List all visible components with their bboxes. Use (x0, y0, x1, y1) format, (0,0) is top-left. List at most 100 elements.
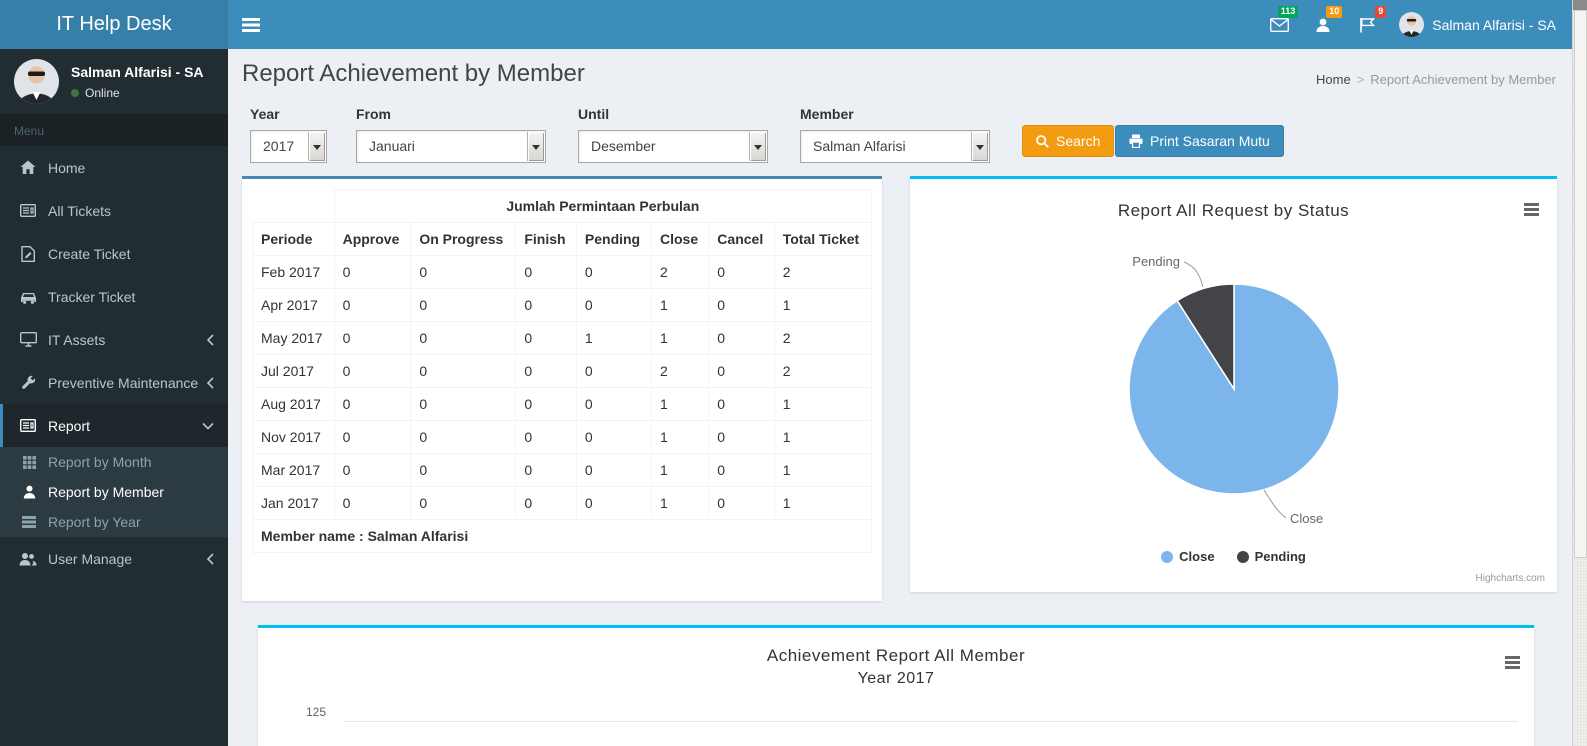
sidebar-item-all-tickets[interactable]: All Tickets (0, 189, 228, 232)
dropdown-arrow-icon[interactable] (308, 132, 325, 161)
chart-context-menu-button[interactable] (1505, 656, 1520, 671)
value-cell: 1 (575, 321, 652, 355)
sidebar-item-preventive-maintenance[interactable]: Preventive Maintenance (0, 361, 228, 404)
sidebar-item-it-assets[interactable]: IT Assets (0, 318, 228, 361)
breadcrumb-home-link[interactable]: Home (1316, 72, 1351, 87)
table-row: Nov 2017 0 0 0 0 1 0 1 (252, 420, 873, 454)
grid-icon (20, 455, 38, 469)
value-cell: 0 (708, 486, 775, 520)
column-header: Cancel (708, 222, 775, 256)
value-cell: 0 (708, 354, 775, 388)
value-cell: 0 (333, 321, 412, 355)
value-cell: 0 (333, 354, 412, 388)
dropdown-arrow-icon[interactable] (749, 132, 766, 161)
sidebar-item-report[interactable]: Report (0, 404, 228, 447)
until-select[interactable]: Desember (578, 130, 768, 163)
search-button[interactable]: Search (1022, 125, 1115, 157)
member-value: Salman Alfarisi (813, 138, 906, 154)
tasks-menu[interactable]: 9 (1345, 0, 1389, 49)
sidebar-item-label: Report by Month (48, 454, 152, 470)
value-cell: 0 (575, 255, 652, 289)
sidebar-item-report-by-month[interactable]: Report by Month (0, 447, 228, 477)
value-cell: 0 (708, 420, 775, 454)
table-corner-cell (252, 189, 335, 223)
value-cell: 0 (333, 387, 412, 421)
search-button-label: Search (1056, 133, 1101, 149)
legend-dot-pending (1236, 550, 1249, 563)
value-cell: 0 (515, 420, 577, 454)
legend-item-close[interactable]: Close (1161, 549, 1215, 564)
column-header: Total Ticket (773, 222, 873, 256)
column-header: Finish (515, 222, 577, 256)
periode-cell: Jan 2017 (252, 486, 335, 520)
sidebar-avatar (14, 59, 59, 104)
sidebar-user-status[interactable]: Online (71, 86, 204, 100)
table-row: Mar 2017 0 0 0 0 1 0 1 (252, 453, 873, 487)
sidebar-item-label: Report (48, 417, 91, 434)
desktop-icon (18, 332, 38, 347)
scrollbar-up-button[interactable] (1573, 0, 1587, 10)
sidebar-item-report-by-year[interactable]: Report by Year (0, 507, 228, 537)
sidebar-item-user-manage[interactable]: User Manage (0, 537, 228, 580)
column-header: On Progress (410, 222, 517, 256)
sidebar-item-tracker-ticket[interactable]: Tracker Ticket (0, 275, 228, 318)
achievement-chart-title: Achievement Report All Member (766, 646, 1026, 665)
close-label-connector (1263, 489, 1287, 519)
year-select[interactable]: 2017 (250, 130, 327, 163)
filter-from: From Januari (356, 106, 546, 163)
achievement-chart-subtitle: Year 2017 (857, 670, 935, 687)
value-cell: 0 (515, 255, 577, 289)
user-menu[interactable]: Salman Alfarisi - SA (1389, 0, 1566, 49)
sidebar-item-label: All Tickets (48, 202, 112, 219)
messages-menu[interactable]: 113 (1257, 0, 1301, 49)
pie-chart-title: Report All Request by Status (1117, 201, 1350, 220)
sidebar-item-create-ticket[interactable]: Create Ticket (0, 232, 228, 275)
pie-slice-pending[interactable] (1176, 283, 1235, 392)
value-cell: 2 (773, 255, 873, 289)
monthly-request-panel: Jumlah Permintaan Perbulan Periode Appro… (242, 176, 882, 601)
person-icon (1316, 18, 1330, 32)
from-select[interactable]: Januari (356, 130, 546, 163)
legend-dot-close (1161, 550, 1174, 563)
highcharts-credit[interactable]: Highcharts.com (1475, 573, 1545, 584)
wrench-icon (18, 375, 38, 390)
legend-item-pending[interactable]: Pending (1236, 549, 1306, 564)
value-cell: 1 (773, 453, 873, 487)
from-label: From (356, 106, 391, 122)
value-cell: 1 (650, 420, 710, 454)
messages-badge: 113 (1277, 6, 1299, 18)
status-pie-chart: Pending Close (1128, 254, 1340, 526)
vertical-scrollbar[interactable] (1572, 0, 1587, 746)
sidebar-item-home[interactable]: Home (0, 146, 228, 189)
periode-cell: Mar 2017 (252, 453, 335, 487)
value-cell: 0 (708, 387, 775, 421)
year-value: 2017 (263, 138, 295, 154)
value-cell: 0 (333, 420, 412, 454)
value-cell: 0 (515, 453, 577, 487)
member-select[interactable]: Salman Alfarisi (800, 130, 990, 163)
sidebar-item-label: IT Assets (48, 331, 106, 348)
dropdown-arrow-icon[interactable] (527, 132, 544, 161)
value-cell: 0 (410, 387, 517, 421)
scrollbar-thumb[interactable] (1574, 10, 1587, 558)
brand-logo[interactable]: IT Help Desk (0, 0, 228, 49)
hamburger-icon (241, 17, 260, 32)
value-cell: 0 (575, 486, 652, 520)
value-cell: 0 (575, 420, 652, 454)
dropdown-arrow-icon[interactable] (971, 132, 988, 161)
print-sasaran-mutu-button[interactable]: Print Sasaran Mutu (1115, 125, 1284, 157)
pending-label-connector (1183, 261, 1204, 288)
notifications-menu[interactable]: 10 (1301, 0, 1345, 49)
sidebar-item-label: Create Ticket (48, 245, 131, 262)
sidebar-toggle-button[interactable] (228, 0, 273, 49)
value-cell: 0 (410, 420, 517, 454)
from-value: Januari (369, 138, 415, 154)
legend-label: Close (1179, 549, 1215, 564)
sidebar: Salman Alfarisi - SA Online Menu Home Al… (0, 49, 228, 746)
periode-cell: Feb 2017 (252, 255, 335, 289)
report-submenu: Report by Month Report by Member Report … (0, 447, 228, 537)
member-label: Member (800, 106, 854, 122)
sidebar-item-report-by-member[interactable]: Report by Member (0, 477, 228, 507)
table-header-row: Periode Approve On Progress Finish Pendi… (252, 222, 873, 256)
chart-context-menu-button[interactable] (1524, 203, 1539, 218)
